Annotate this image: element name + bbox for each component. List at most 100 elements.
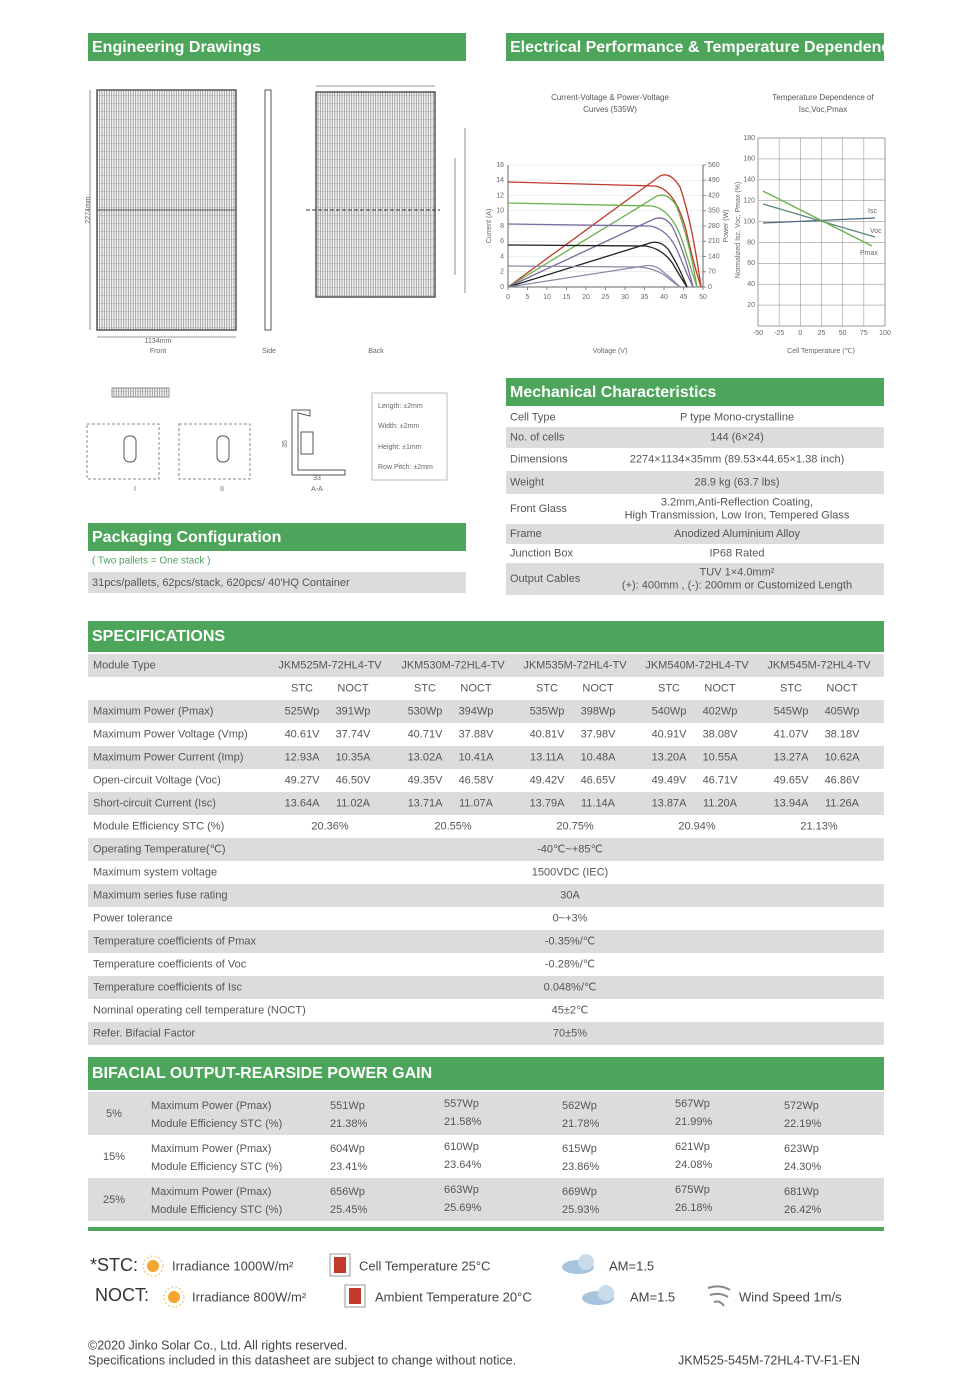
condition: STC [780,682,802,694]
section-title: Packaging Configuration [92,529,281,546]
legend-item: Irradiance 800W/m² [192,1289,307,1304]
y-tick-label: 2 [500,269,504,276]
dimension-label: 35 [282,440,289,448]
detail-drawings [86,387,448,481]
dimension-label: 1134mm [145,338,172,345]
row-value: 21.78% [562,1118,600,1130]
section-title: Mechanical Characteristics [510,384,716,401]
condition: NOCT [582,682,613,694]
row-value: 20.75% [556,820,594,832]
y-tick-label: 100 [743,218,755,225]
row-label: Temperature coefficients of Isc [93,981,242,993]
iv-curves [507,174,702,288]
legend-item: AM=1.5 [630,1289,675,1304]
row-value: 13.87A [652,797,688,809]
row-value: 21.99% [675,1116,713,1128]
x-tick-label: 100 [879,330,891,337]
x-tick-label: 35 [641,294,649,301]
detail-label: I [134,486,136,493]
legend-item: Wind Speed 1m/s [739,1289,842,1304]
row-value: 621Wp [675,1141,710,1153]
row-value: 11.14A [581,797,616,809]
row-label: Dimensions [510,453,568,465]
row-value: 49.65V [774,774,810,786]
axis-label: Voltage (V) [593,348,628,355]
row-value: 49.49V [652,774,688,786]
row-value: 551Wp [330,1100,365,1112]
row-bg [88,838,884,861]
header-bar [88,621,884,652]
x-tick-label: 0 [798,330,802,337]
y-tick-label: 180 [743,135,755,142]
row-label: Maximum Power Voltage (Vmp) [93,728,248,740]
row-value: 37.74V [336,728,372,740]
wind-icon [707,1285,731,1307]
section-title: Electrical Performance & Temperature Dep… [510,39,899,56]
row-value: 675Wp [675,1184,710,1196]
row-value: 38.08V [703,728,739,740]
row-bg [88,1092,884,1135]
section-title: SPECIFICATIONS [92,628,225,645]
bifacial-table: 5% Maximum Power (Pmax) 551Wp 557Wp 562Wp 567… [88,1092,884,1221]
row-value: 21.58% [444,1116,482,1128]
row-value: 10.48A [581,751,617,763]
x-tick-label: 45 [680,294,688,301]
row-label: Module Efficiency STC (%) [151,1118,282,1130]
tolerance: Height: ±1mm [378,444,422,451]
mechanical-table: Cell Type P type Mono-crystalline No. of c… [506,411,884,595]
y2-tick-label: 0 [708,284,712,291]
y-tick-label: 14 [496,177,504,184]
y-tick-label: 80 [747,239,755,246]
row-label: Junction Box [510,547,573,559]
row-bg [88,1022,884,1045]
view-label: Back [368,348,384,355]
chart-title: Curves (535W) [583,105,637,114]
header-bar [88,523,466,551]
row-value: 28.9 kg (63.7 lbs) [695,476,780,488]
y2-tick-label: 420 [708,192,720,199]
line-label: Voc [870,228,882,235]
legend-label: NOCT: [95,1285,149,1305]
thermo-icon [329,1253,351,1277]
row-value: 21.13% [800,820,838,832]
row-label: No. of cells [510,431,565,443]
row-value: -0.35%/℃ [545,935,595,947]
row-bg [88,792,884,815]
row-value: 530Wp [408,705,443,717]
row-value: 45±2℃ [552,1004,589,1016]
y2-tick-label: 210 [708,238,720,245]
header-bar [88,33,466,61]
chart-title: Current-Voltage & Power-Voltage [551,93,669,102]
row-value: 604Wp [330,1143,365,1155]
row-value: 0.048%/℃ [544,981,597,993]
drawing-side [264,89,272,331]
y-tick-label: 20 [747,302,755,309]
row-value: 25.69% [444,1202,482,1214]
row-value: 41.07V [774,728,810,740]
row-value: 663Wp [444,1184,479,1196]
x-tick-label: 10 [543,294,551,301]
row-bg [88,930,884,953]
x-tick-label: 30 [621,294,629,301]
row-bg [88,976,884,999]
detail-label: II [220,486,224,493]
row-value: 40.71V [408,728,444,740]
y-tick-label: 60 [747,260,755,267]
row-label: Maximum Power (Pmax) [151,1186,271,1198]
row-value: 24.08% [675,1159,713,1171]
row-value: 10.55A [703,751,739,763]
y2-tick-label: 140 [708,253,720,260]
row-value: 669Wp [562,1186,597,1198]
row-label: Output Cables [510,573,581,585]
row-bg [88,746,884,769]
row-value: 144 (6×24) [710,431,764,443]
row-value: 25.45% [330,1204,368,1216]
row-value: 405Wp [825,705,860,717]
row-value: 540Wp [652,705,687,717]
row-bg [506,563,884,595]
dimension-label: 33 [313,475,321,482]
x-tick-label: 20 [582,294,590,301]
header-bar [88,1057,884,1090]
row-value: 2274×1134×35mm (89.53×44.65×1.38 inch) [630,453,844,465]
